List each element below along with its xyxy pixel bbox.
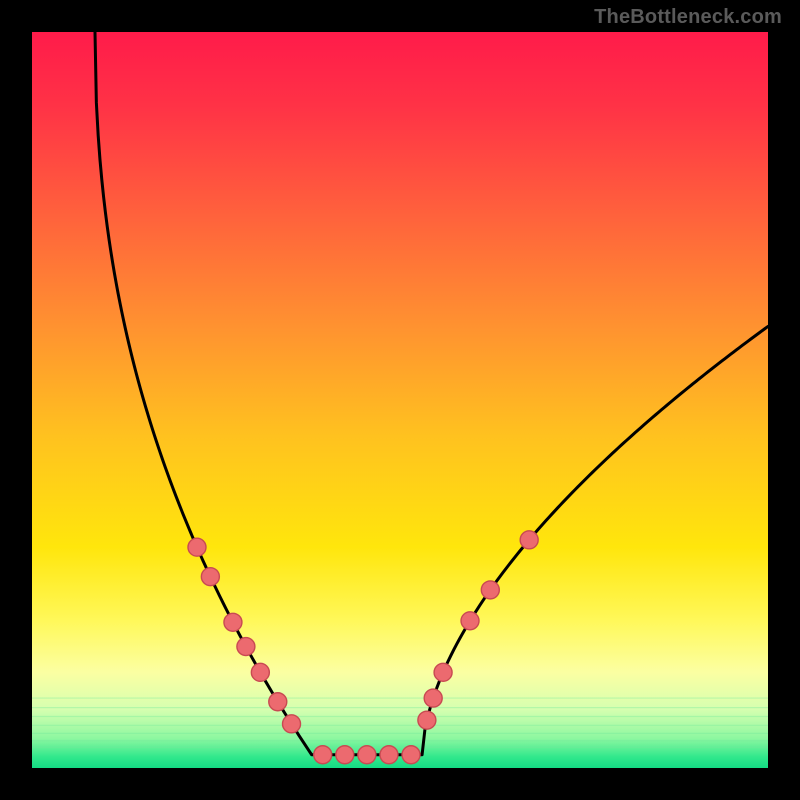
- data-marker: [424, 689, 442, 707]
- data-marker: [481, 581, 499, 599]
- data-marker: [380, 746, 398, 764]
- data-marker: [269, 693, 287, 711]
- data-marker: [336, 746, 354, 764]
- data-marker: [434, 663, 452, 681]
- data-marker: [283, 715, 301, 733]
- figure-root: TheBottleneck.com: [0, 0, 800, 800]
- watermark-text: TheBottleneck.com: [594, 6, 782, 29]
- data-marker: [224, 613, 242, 631]
- data-marker: [314, 746, 332, 764]
- data-marker: [520, 531, 538, 549]
- data-marker: [251, 663, 269, 681]
- data-marker: [461, 612, 479, 630]
- data-marker: [418, 711, 436, 729]
- chart-svg: [0, 0, 800, 800]
- data-marker: [201, 568, 219, 586]
- data-marker: [188, 538, 206, 556]
- data-marker: [402, 746, 420, 764]
- data-marker: [358, 746, 376, 764]
- data-marker: [237, 638, 255, 656]
